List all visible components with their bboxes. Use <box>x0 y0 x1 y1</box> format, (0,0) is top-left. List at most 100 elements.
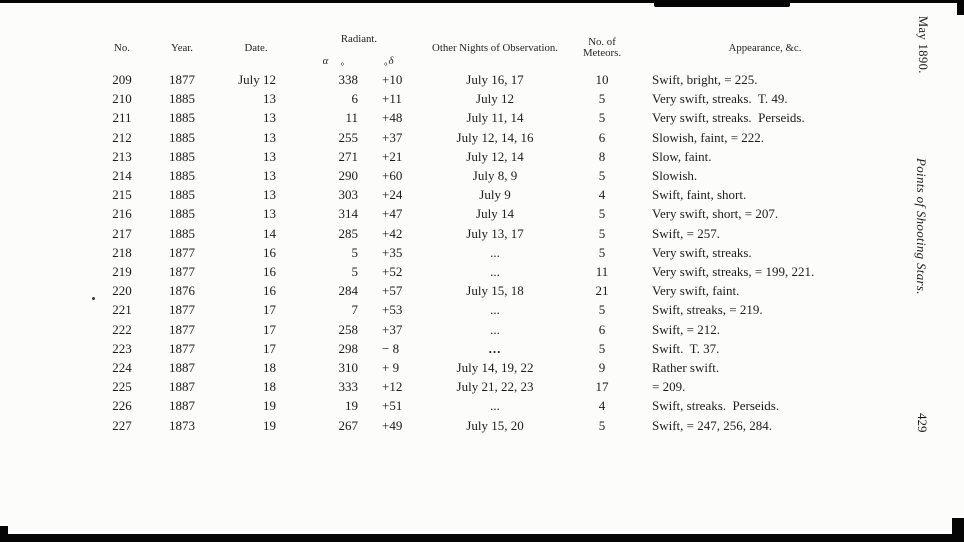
cell-no: 226 <box>112 398 132 414</box>
cell-no: 220 <box>112 283 132 299</box>
cell-delta: +11 <box>382 91 402 107</box>
cell-year: 1887 <box>169 379 195 395</box>
cell-meteors: 9 <box>598 360 606 376</box>
cell-appearance: Swift, faint, short. <box>652 187 747 203</box>
cell-alpha: 255 <box>338 129 359 145</box>
header-date: Date. <box>244 42 268 54</box>
cell-date: 19 <box>263 398 276 414</box>
cell-nights: ... <box>490 244 500 260</box>
cell-delta: + 9 <box>382 360 400 376</box>
cell-year: 1873 <box>169 417 195 433</box>
cell-alpha: 11 <box>345 110 358 126</box>
cell-no: 217 <box>112 225 132 241</box>
cell-delta: +12 <box>382 379 403 395</box>
header-no: No. <box>114 42 130 54</box>
cell-appearance: Very swift, streaks. <box>652 244 752 260</box>
table-row: 212 1885 13 255 +37 July 12, 14, 16 6 Slowish, … <box>94 128 896 147</box>
cell-year: 1876 <box>169 283 195 299</box>
scan-speck <box>92 297 95 300</box>
cell-meteors: 5 <box>598 110 606 126</box>
cell-nights: ... <box>490 302 500 318</box>
cell-year: 1885 <box>169 206 195 222</box>
cell-year: 1885 <box>169 148 195 164</box>
cell-date: 16 <box>263 244 276 260</box>
scan-edge-top-right <box>957 0 964 15</box>
cell-date: 14 <box>263 225 276 241</box>
cell-alpha: 271 <box>338 148 359 164</box>
cell-year: 1877 <box>169 264 195 280</box>
cell-nights: July 15, 18 <box>466 283 524 299</box>
table-row: 221 1877 17 7 +53... 5 Swift, streaks, = 219. <box>94 300 896 319</box>
cell-appearance: Rather swift. <box>652 360 720 376</box>
cell-delta: +47 <box>382 206 403 222</box>
cell-alpha: 314 <box>338 206 359 222</box>
cell-appearance: Very swift, streaks, = 199, 221. <box>652 264 815 280</box>
table-header: No. Year. Date. Radiant. Other Nights of… <box>94 26 896 70</box>
cell-nights: ... <box>490 321 500 337</box>
cell-delta: − 8 <box>382 340 400 356</box>
cell-nights: ... <box>488 340 502 356</box>
cell-nights: July 15, 20 <box>466 417 524 433</box>
cell-date: 16 <box>263 264 276 280</box>
cell-appearance: Very swift, streaks. Perseids. <box>652 110 805 126</box>
cell-no: 212 <box>112 129 132 145</box>
cell-meteors: 21 <box>595 283 609 299</box>
cell-nights: July 12, 14 <box>466 148 524 164</box>
cell-year: 1877 <box>169 72 195 87</box>
cell-meteors: 5 <box>598 206 606 222</box>
cell-alpha: 258 <box>338 321 359 337</box>
cell-nights: ... <box>490 264 500 280</box>
cell-appearance: Swift, = 257. <box>652 225 721 241</box>
scan-edge-bottom-left <box>0 526 8 542</box>
cell-date: 13 <box>263 148 276 164</box>
table-row: 224 1887 18 310 + 9 July 14, 19, 22 9 Rather sw… <box>94 358 896 377</box>
cell-no: 213 <box>112 148 132 164</box>
cell-appearance: Slowish. <box>652 168 698 184</box>
cell-alpha: 5 <box>351 264 359 280</box>
header-other-nights: Other Nights of Observation. <box>432 42 558 54</box>
header-meteors-line2: Meteors. <box>582 47 622 59</box>
cell-no: 210 <box>112 91 132 107</box>
cell-date: 19 <box>263 417 276 433</box>
cell-appearance: Slowish, faint, = 222. <box>652 129 765 145</box>
cell-appearance: Very swift, streaks. T. 49. <box>652 91 788 107</box>
cell-year: 1885 <box>169 91 195 107</box>
cell-appearance: Very swift, short, = 207. <box>652 206 779 222</box>
cell-year: 1885 <box>169 187 195 203</box>
cell-year: 1885 <box>169 225 195 241</box>
margin-running-title: Points of Shooting Stars. <box>914 158 929 295</box>
cell-date: 18 <box>263 360 276 376</box>
cell-year: 1885 <box>169 110 195 126</box>
cell-delta: +49 <box>382 417 403 433</box>
cell-no: 218 <box>112 244 132 260</box>
cell-no: 215 <box>112 187 132 203</box>
cell-meteors: 8 <box>598 148 606 164</box>
cell-alpha: 290 <box>338 168 359 184</box>
cell-appearance: Slow, faint. <box>652 148 712 164</box>
cell-nights: July 16, 17 <box>466 72 524 87</box>
cell-year: 1887 <box>169 398 195 414</box>
scan-edge-top-artifact <box>654 0 790 7</box>
cell-date: 13 <box>263 129 276 145</box>
cell-nights: July 13, 17 <box>466 225 524 241</box>
cell-appearance: Swift, bright, = 225. <box>652 72 758 87</box>
cell-appearance: Swift, streaks. Perseids. <box>652 398 780 414</box>
cell-meteors: 5 <box>598 417 606 433</box>
cell-meteors: 6 <box>598 129 606 145</box>
cell-date: 17 <box>263 321 276 337</box>
cell-delta: +42 <box>382 225 403 241</box>
cell-delta: +37 <box>382 129 403 145</box>
cell-nights: ... <box>490 398 500 414</box>
cell-year: 1877 <box>169 244 195 260</box>
cell-delta: +57 <box>382 283 403 299</box>
cell-no: 214 <box>112 168 132 184</box>
cell-appearance: = 209. <box>652 379 686 395</box>
table-body: 209 1877 July 12 338 ° +10 ° July 16, 17 10 Swift… <box>94 62 896 435</box>
cell-alpha: 303 <box>338 187 359 203</box>
table-row: 219 1877 16 5 +52... 11 Very swift, streaks, =… <box>94 262 896 281</box>
table-row: 226 1887 19 19 +51... 4 Swift, streaks. Persei… <box>94 396 896 415</box>
cell-date: 18 <box>263 379 276 395</box>
cell-no: 225 <box>112 379 132 395</box>
table-row: 217 1885 14 285 +42 July 13, 17 5 Swift, = 257. <box>94 224 896 243</box>
